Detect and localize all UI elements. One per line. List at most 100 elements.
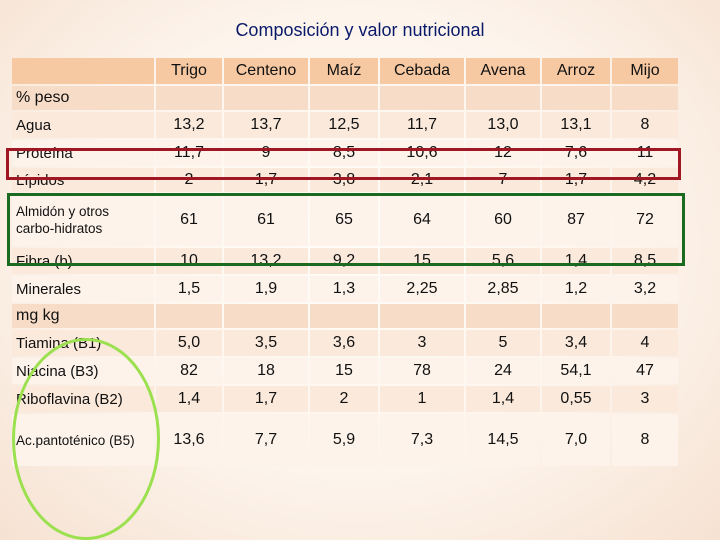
table-cell: 10 xyxy=(156,248,222,274)
table-cell: 10,6 xyxy=(380,140,464,166)
table-cell: 5,0 xyxy=(156,330,222,356)
column-header: Mijo xyxy=(612,58,678,84)
row-label: Niacina (B3) xyxy=(12,358,154,384)
table-cell: 65 xyxy=(310,194,378,246)
table-cell: 7,0 xyxy=(542,414,610,466)
table-row: Niacina (B3) 82 18 15 78 24 54,1 47 xyxy=(12,358,678,384)
column-header: Trigo xyxy=(156,58,222,84)
table-cell: 64 xyxy=(380,194,464,246)
table-cell: 5 xyxy=(466,330,540,356)
section-row: mg kg xyxy=(12,304,678,328)
table-row: Fibra (b) 10 13,2 9,2 15 5,6 1,4 8,5 xyxy=(12,248,678,274)
table-cell: 1,4 xyxy=(466,386,540,412)
row-label: Riboflavina (B2) xyxy=(12,386,154,412)
table-row: Ac.pantoténico (B5) 13,6 7,7 5,9 7,3 14,… xyxy=(12,414,678,466)
table-cell: 2,25 xyxy=(380,276,464,302)
table-cell: 24 xyxy=(466,358,540,384)
table-cell: 3 xyxy=(380,330,464,356)
column-header: Cebada xyxy=(380,58,464,84)
table-cell: 61 xyxy=(224,194,308,246)
table-cell: 8 xyxy=(612,414,678,466)
section-row: % peso xyxy=(12,86,678,110)
table-cell: 2,85 xyxy=(466,276,540,302)
table-cell: 13,6 xyxy=(156,414,222,466)
table-row: Minerales 1,5 1,9 1,3 2,25 2,85 1,2 3,2 xyxy=(12,276,678,302)
table-cell: 8 xyxy=(612,112,678,138)
table-cell: 1,4 xyxy=(542,248,610,274)
table-cell: 13,2 xyxy=(156,112,222,138)
table-cell: 87 xyxy=(542,194,610,246)
table-cell: 60 xyxy=(466,194,540,246)
table-cell: 5,6 xyxy=(466,248,540,274)
table-cell: 5,9 xyxy=(310,414,378,466)
table-cell: 82 xyxy=(156,358,222,384)
table-cell: 13,0 xyxy=(466,112,540,138)
row-label: Almidón y otros carbo-hidratos xyxy=(12,194,154,246)
table-cell: 1,7 xyxy=(542,168,610,192)
table-cell: 78 xyxy=(380,358,464,384)
row-label: Agua xyxy=(12,112,154,138)
table-cell: 8,5 xyxy=(612,248,678,274)
row-label: Proteína xyxy=(12,140,154,166)
column-header: Maíz xyxy=(310,58,378,84)
table-row: Agua 13,2 13,7 12,5 11,7 13,0 13,1 8 xyxy=(12,112,678,138)
table-cell: 7 xyxy=(466,168,540,192)
table-cell: 72 xyxy=(612,194,678,246)
table-cell: 47 xyxy=(612,358,678,384)
table-cell: 12,5 xyxy=(310,112,378,138)
section-label: mg kg xyxy=(12,304,154,328)
column-header: Avena xyxy=(466,58,540,84)
row-label: Tiamina (B1) xyxy=(12,330,154,356)
table-cell: 8,5 xyxy=(310,140,378,166)
table-cell: 0,55 xyxy=(542,386,610,412)
table-cell: 7,7 xyxy=(224,414,308,466)
table-cell: 9 xyxy=(224,140,308,166)
table-cell: 7,3 xyxy=(380,414,464,466)
table-cell: 1,7 xyxy=(224,168,308,192)
page-title: Composición y valor nutricional xyxy=(235,20,485,40)
table-cell: 15 xyxy=(310,358,378,384)
table-cell: 3,5 xyxy=(224,330,308,356)
table-cell: 1,9 xyxy=(224,276,308,302)
table-cell: 3,6 xyxy=(310,330,378,356)
table-cell: 14,5 xyxy=(466,414,540,466)
row-label: Minerales xyxy=(12,276,154,302)
table-cell: 13,1 xyxy=(542,112,610,138)
table-cell: 4,2 xyxy=(612,168,678,192)
table-cell: 3 xyxy=(612,386,678,412)
column-header: Centeno xyxy=(224,58,308,84)
table-cell: 11,7 xyxy=(156,140,222,166)
table-cell: 2,1 xyxy=(380,168,464,192)
table-cell: 1,7 xyxy=(224,386,308,412)
row-label: Lípidos xyxy=(12,168,154,192)
table-row: Proteína 11,7 9 8,5 10,6 12 7,6 11 xyxy=(12,140,678,166)
table-cell: 4 xyxy=(612,330,678,356)
table-cell: 18 xyxy=(224,358,308,384)
table-cell: 61 xyxy=(156,194,222,246)
table-cell: 7,6 xyxy=(542,140,610,166)
section-label: % peso xyxy=(12,86,154,110)
table-header-row: Trigo Centeno Maíz Cebada Avena Arroz Mi… xyxy=(12,58,678,84)
table-cell: 13,7 xyxy=(224,112,308,138)
table-cell: 1,5 xyxy=(156,276,222,302)
table-cell: 11 xyxy=(612,140,678,166)
table-cell: 12 xyxy=(466,140,540,166)
row-label: Ac.pantoténico (B5) xyxy=(12,414,154,466)
table-row: Lípidos 2 1,7 3,8 2,1 7 1,7 4,2 xyxy=(12,168,678,192)
header-corner-cell xyxy=(12,58,154,84)
table-cell: 11,7 xyxy=(380,112,464,138)
table-cell: 1,3 xyxy=(310,276,378,302)
table-cell: 3,4 xyxy=(542,330,610,356)
table-cell: 15 xyxy=(380,248,464,274)
table-cell: 54,1 xyxy=(542,358,610,384)
row-label: Fibra (b) xyxy=(12,248,154,274)
table-cell: 1 xyxy=(380,386,464,412)
table-cell: 2 xyxy=(156,168,222,192)
table-cell: 3,8 xyxy=(310,168,378,192)
table-cell: 13,2 xyxy=(224,248,308,274)
table-row: Riboflavina (B2) 1,4 1,7 2 1 1,4 0,55 3 xyxy=(12,386,678,412)
table-cell: 1,4 xyxy=(156,386,222,412)
table-cell: 9,2 xyxy=(310,248,378,274)
table-row: Tiamina (B1) 5,0 3,5 3,6 3 5 3,4 4 xyxy=(12,330,678,356)
table-cell: 2 xyxy=(310,386,378,412)
